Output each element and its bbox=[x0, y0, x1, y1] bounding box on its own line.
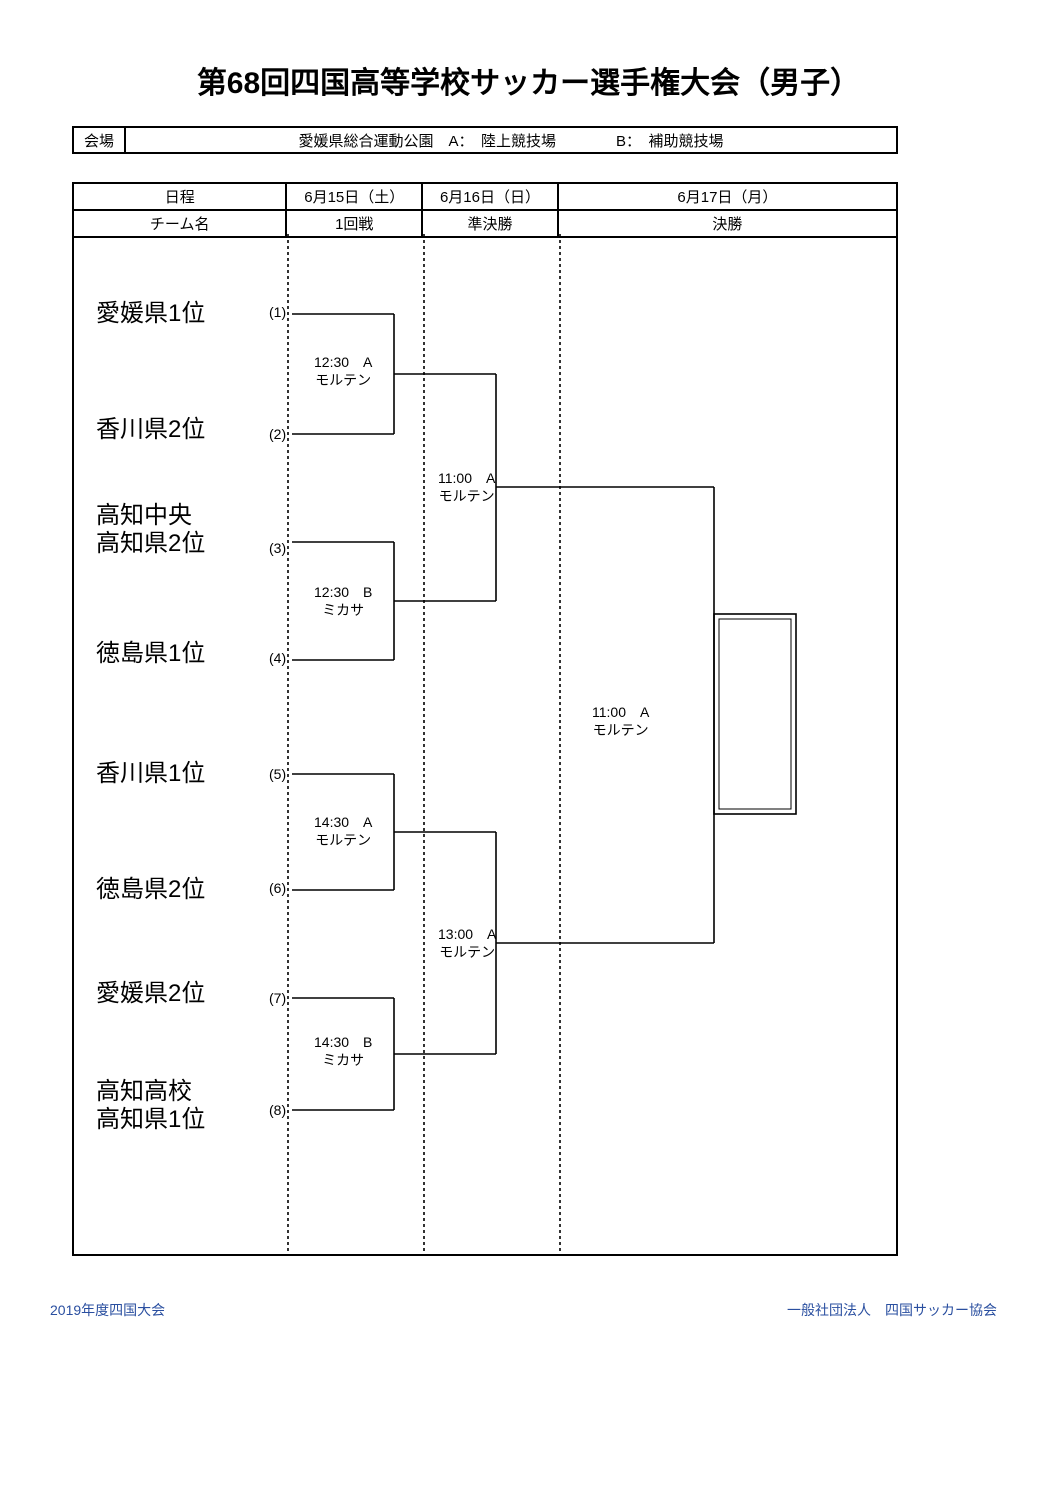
seed-2: (2) bbox=[269, 426, 286, 442]
match-f_1: 11:00 Aモルテン bbox=[592, 704, 649, 739]
team-line1: 徳島県1位 bbox=[96, 640, 286, 668]
seed-1: (1) bbox=[269, 304, 286, 320]
team-line1: 香川県1位 bbox=[96, 760, 286, 788]
date-header: 日程 bbox=[73, 183, 286, 210]
team-slot-2: 香川県2位 bbox=[96, 416, 286, 444]
team-slot-7: 愛媛県2位 bbox=[96, 980, 286, 1008]
team-line1: 香川県2位 bbox=[96, 416, 286, 444]
page-root: 第68回四国高等学校サッカー選手権大会（男子） 会場 愛媛県総合運動公園 A： … bbox=[0, 0, 1057, 1499]
match-r1_2: 12:30 Bミカサ bbox=[314, 584, 372, 619]
footer-left: 2019年度四国大会 bbox=[50, 1300, 165, 1320]
team-line1: 高知中央 bbox=[96, 502, 286, 530]
round-col1: 1回戦 bbox=[286, 210, 422, 237]
schedule-row-date: 日程 6月15日（土） 6月16日（日） 6月17日（月） bbox=[73, 183, 897, 210]
venue-text: 愛媛県総合運動公園 A： 陸上競技場 B： 補助競技場 bbox=[126, 130, 896, 151]
footer-right: 一般社団法人 四国サッカー協会 bbox=[787, 1300, 997, 1320]
seed-6: (6) bbox=[269, 880, 286, 896]
seed-7: (7) bbox=[269, 990, 286, 1006]
date-col2: 6月16日（日） bbox=[422, 183, 558, 210]
team-line2: 高知県1位 bbox=[96, 1106, 286, 1134]
seed-5: (5) bbox=[269, 766, 286, 782]
match-sf_2: 13:00 Aモルテン bbox=[438, 926, 496, 961]
match-sf_1: 11:00 Aモルテン bbox=[438, 470, 495, 505]
team-line1: 高知高校 bbox=[96, 1078, 286, 1106]
seed-8: (8) bbox=[269, 1102, 286, 1118]
team-slot-5: 香川県1位 bbox=[96, 760, 286, 788]
date-col3: 6月17日（月） bbox=[558, 183, 897, 210]
team-slot-3: 高知中央高知県2位 bbox=[96, 502, 286, 557]
team-slot-1: 愛媛県1位 bbox=[96, 300, 286, 328]
match-r1_3: 14:30 Aモルテン bbox=[314, 814, 372, 849]
round-col3: 決勝 bbox=[558, 210, 897, 237]
page-title: 第68回四国高等学校サッカー選手権大会（男子） bbox=[0, 58, 1057, 102]
team-line1: 徳島県2位 bbox=[96, 876, 286, 904]
match-r1_4: 14:30 Bミカサ bbox=[314, 1034, 372, 1069]
bracket-frame: 愛媛県1位(1) 香川県2位(2) 高知中央高知県2位(3) 徳島県1位(4) 香川県1… bbox=[72, 234, 898, 1256]
venue-row: 会場 愛媛県総合運動公園 A： 陸上競技場 B： 補助競技場 bbox=[72, 126, 898, 154]
seed-4: (4) bbox=[269, 650, 286, 666]
team-line2: 高知県2位 bbox=[96, 530, 286, 558]
team-line1: 愛媛県2位 bbox=[96, 980, 286, 1008]
date-col1: 6月15日（土） bbox=[286, 183, 422, 210]
match-r1_1: 12:30 Aモルテン bbox=[314, 354, 372, 389]
seed-3: (3) bbox=[269, 540, 286, 556]
team-slot-6: 徳島県2位 bbox=[96, 876, 286, 904]
round-col2: 準決勝 bbox=[422, 210, 558, 237]
team-header: チーム名 bbox=[73, 210, 286, 237]
schedule-row-round: チーム名 1回戦 準決勝 決勝 bbox=[73, 210, 897, 237]
team-slot-4: 徳島県1位 bbox=[96, 640, 286, 668]
team-line1: 愛媛県1位 bbox=[96, 300, 286, 328]
venue-label: 会場 bbox=[74, 128, 126, 152]
schedule-header-table: 日程 6月15日（土） 6月16日（日） 6月17日（月） チーム名 1回戦 準… bbox=[72, 182, 898, 238]
team-slot-8: 高知高校高知県1位 bbox=[96, 1078, 286, 1133]
